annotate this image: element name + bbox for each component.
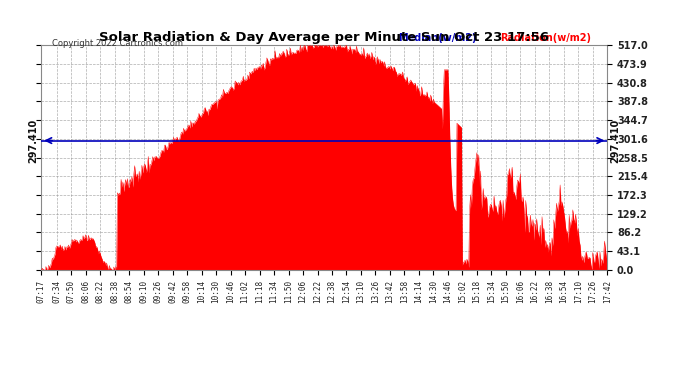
Text: Radiation(w/m2): Radiation(w/m2): [500, 33, 591, 43]
Title: Solar Radiation & Day Average per Minute Sun Oct 23 17:56: Solar Radiation & Day Average per Minute…: [99, 31, 549, 44]
Text: Copyright 2022 Cartronics.com: Copyright 2022 Cartronics.com: [52, 39, 183, 48]
Text: 297.410: 297.410: [610, 118, 620, 163]
Text: 297.410: 297.410: [28, 118, 39, 163]
Text: Median(w/m2): Median(w/m2): [398, 33, 476, 43]
